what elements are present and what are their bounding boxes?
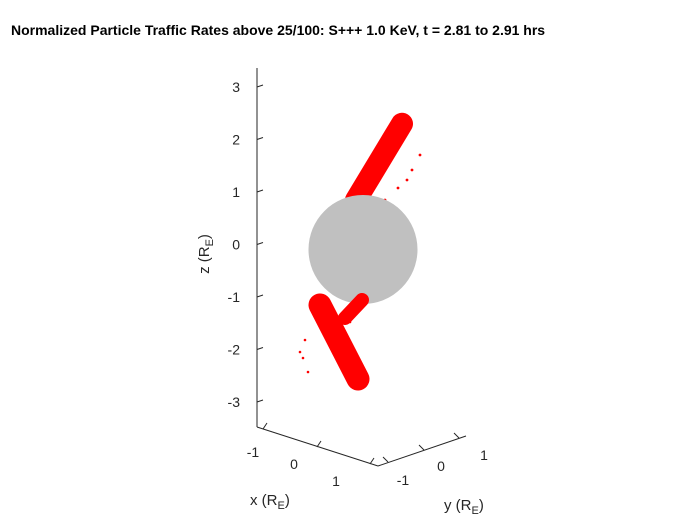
z-tick-label: 1 <box>232 184 240 200</box>
z-tick-label: 0 <box>232 237 240 253</box>
y-tick-label: 1 <box>480 447 488 463</box>
planet <box>308 195 418 304</box>
x-axis-label: x (RE) <box>250 492 290 512</box>
x-tick-label: 1 <box>332 473 340 489</box>
x-tick-mark <box>262 422 268 430</box>
z-tick-mark <box>256 242 264 245</box>
y-tick-label: 0 <box>437 458 445 474</box>
y-tick-mark <box>453 432 460 439</box>
x-tick-mark <box>316 440 322 448</box>
z-tick-label: 2 <box>232 132 240 148</box>
particle-speck <box>418 153 422 157</box>
z-tick-label: -2 <box>228 342 241 358</box>
z-tick-mark <box>256 347 264 350</box>
z-tick-mark <box>256 84 264 88</box>
particle-speck <box>303 338 307 342</box>
particle-band-lower <box>308 293 370 391</box>
z-tick-mark <box>256 399 264 403</box>
y-tick-mark <box>382 456 389 463</box>
particle-band-lower-edge <box>338 293 369 325</box>
particle-speck <box>298 350 302 354</box>
chart-title: Normalized Particle Traffic Rates above … <box>11 22 545 38</box>
particle-speck <box>405 178 409 182</box>
x-tick-label: -1 <box>247 444 260 460</box>
particle-speck <box>301 356 305 360</box>
plot-layer <box>298 112 422 391</box>
x-axis: -1 0 1 <box>247 422 379 489</box>
z-tick-mark <box>256 137 264 140</box>
x-tick-mark <box>369 457 375 465</box>
z-tick-label: 3 <box>232 79 240 95</box>
z-tick-label: -3 <box>228 394 241 410</box>
particle-speck <box>338 343 342 347</box>
z-axis: 3 2 1 0 -1 -2 -3 <box>228 68 264 427</box>
particle-speck <box>410 168 414 172</box>
y-tick-label: -1 <box>397 472 410 488</box>
z-tick-mark <box>256 294 264 298</box>
y-axis: -1 0 1 <box>377 432 488 488</box>
y-axis-label: y (RE) <box>444 497 484 517</box>
particle-band-upper <box>345 112 413 211</box>
z-tick-mark <box>256 189 264 193</box>
x-tick-label: 0 <box>290 456 298 472</box>
y-tick-mark <box>418 444 425 451</box>
z-axis-label: z (RE) <box>196 234 216 274</box>
z-tick-label: -1 <box>228 289 241 305</box>
particle-speck <box>348 320 352 324</box>
particle-speck <box>306 370 310 374</box>
particle-speck <box>396 186 400 190</box>
y-axis-line <box>377 435 467 467</box>
